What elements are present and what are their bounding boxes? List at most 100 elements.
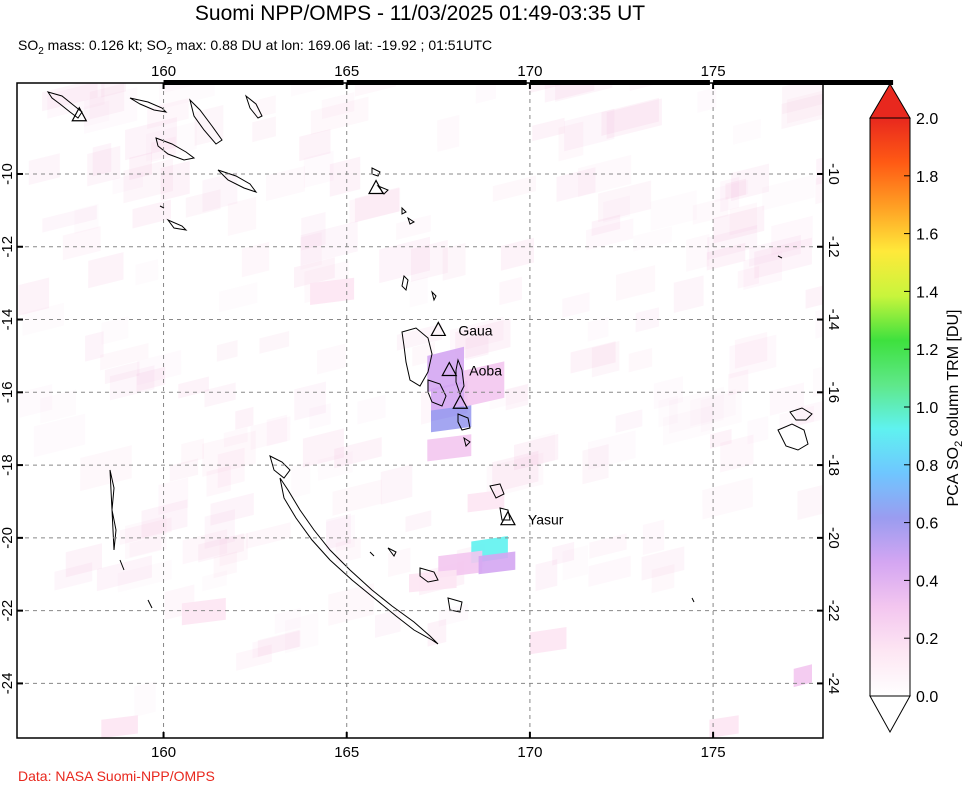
noise-pixel — [686, 234, 710, 272]
coastline-espiritu-santo — [401, 327, 433, 387]
colorbar-tick-label: 0.6 — [916, 516, 938, 533]
colorbar-tick-label: 0.8 — [916, 458, 938, 475]
data-credit: Data: NASA Suomi-NPP/OMPS — [18, 768, 215, 784]
noise-pixel — [88, 252, 124, 289]
coastline-fiji-vanua-levu — [789, 407, 813, 421]
coastline-pentecost — [455, 358, 465, 396]
noise-pixel — [135, 259, 159, 286]
noise-pixel — [250, 416, 291, 451]
noise-pixel — [650, 190, 697, 231]
noise-pixel — [734, 331, 768, 369]
axis-labels: 160 160 165 165 170 170 175 175 -10 -10 -12 -12 -14 -… — [0, 63, 842, 761]
noise-pixel — [714, 179, 749, 203]
noise-pixel — [762, 174, 815, 211]
noise-pixel — [334, 437, 382, 469]
noise-pixel — [628, 348, 653, 373]
volcano-triangle-icon — [441, 361, 458, 377]
volcano-label: Aoba — [469, 362, 502, 378]
noise-pixel — [141, 499, 188, 539]
coastline-erromango — [489, 483, 505, 499]
noise-pixel — [317, 343, 346, 375]
noise-pixel — [134, 681, 156, 717]
noise-pixel — [556, 167, 596, 203]
noise-pixel — [210, 492, 254, 526]
lat-tick-label-left: -18 — [0, 454, 16, 476]
noise-pixel — [310, 96, 369, 135]
frame-segment — [163, 80, 344, 85]
coastline-small-islands — [109, 205, 783, 609]
noise-pixel — [562, 292, 590, 318]
noise-pixel — [492, 450, 539, 493]
lat-tick-label-left: -16 — [0, 381, 16, 403]
noise-pixel — [375, 609, 401, 638]
map-subtitle: SO2 mass: 0.126 kt; SO2 max: 0.88 DU at … — [18, 37, 492, 57]
noise-pixel — [500, 237, 534, 271]
noise-pixel — [74, 203, 99, 234]
coastline-tanna — [499, 507, 511, 521]
colorbar-label-sub: 2 — [953, 441, 965, 447]
noise-pixel — [28, 153, 60, 186]
noise-pixel — [185, 189, 221, 218]
noise-pixel — [642, 519, 665, 556]
lon-tick-label-top: 175 — [701, 63, 726, 80]
noise-pixel — [326, 513, 351, 550]
volcano-triangle-icon — [452, 393, 469, 409]
lat-tick-label-right: -20 — [825, 527, 842, 549]
noise-pixel — [587, 317, 609, 342]
noise-pixel — [658, 395, 678, 428]
noise-pixel — [815, 305, 823, 339]
lon-tick-label-top: 160 — [151, 63, 176, 80]
noise-pixel — [294, 257, 335, 288]
noise-pixel — [779, 405, 814, 431]
noise-pixel — [252, 630, 301, 659]
noise-pixel — [321, 92, 355, 120]
colorbar-label-post: column TRM [DU] — [945, 310, 962, 441]
noise-pixel — [616, 265, 656, 302]
noise-pixel — [309, 403, 331, 430]
lat-tick-label-right: -12 — [825, 236, 842, 258]
noise-pixel — [84, 87, 138, 134]
noise-pixel — [591, 214, 621, 236]
noise-pixel — [300, 232, 322, 270]
noise-pixel — [89, 83, 125, 120]
noise-pixel — [514, 433, 559, 471]
noise-pixel — [246, 522, 291, 549]
noise-pixel — [606, 98, 662, 139]
so2-pixel — [709, 715, 739, 738]
colorbar-tick-label: 1.0 — [916, 400, 938, 417]
lat-tick-label-right: -10 — [825, 163, 842, 185]
noise-pixel — [219, 282, 258, 313]
coastline-santa-isabel — [189, 98, 223, 145]
colorbar-tick-label: 1.8 — [916, 169, 938, 186]
lon-tick-label-top: 165 — [334, 63, 359, 80]
noise-pixel — [588, 430, 636, 470]
noise-pixel — [733, 118, 761, 145]
noise-pixel — [731, 163, 769, 202]
noise-pixel — [570, 341, 616, 374]
noise-pixel — [100, 342, 149, 371]
lat-tick-label-left: -12 — [0, 236, 16, 258]
lon-tick-label-bottom: 170 — [517, 744, 542, 761]
noise-pixel — [85, 331, 104, 362]
noise-pixel — [729, 202, 757, 236]
noise-pixel — [795, 393, 823, 427]
coastline-malaita — [244, 94, 263, 119]
noise-pixel — [771, 215, 813, 256]
coastline-bougainville — [46, 91, 83, 119]
noise-pixel — [326, 514, 355, 555]
noise-pixel — [301, 212, 326, 251]
lon-tick-label-bottom: 175 — [701, 744, 726, 761]
subtitle-mass: mass: 0.126 kt; SO — [43, 37, 167, 53]
colorbar-top-triangle — [869, 83, 911, 119]
coastline-santa-cruz — [371, 167, 415, 225]
noise-pixel — [720, 434, 754, 473]
noise-pixel — [465, 332, 489, 361]
lat-tick-label-left: -14 — [0, 309, 16, 331]
coastline-loyalty-islands — [387, 547, 463, 613]
lat-tick-label-left: -22 — [0, 600, 16, 622]
noise-pixel — [294, 381, 326, 421]
noise-pixel — [692, 196, 729, 225]
noise-pixel — [219, 533, 248, 567]
noise-pixel — [33, 413, 86, 458]
noise-pixel — [707, 225, 758, 260]
